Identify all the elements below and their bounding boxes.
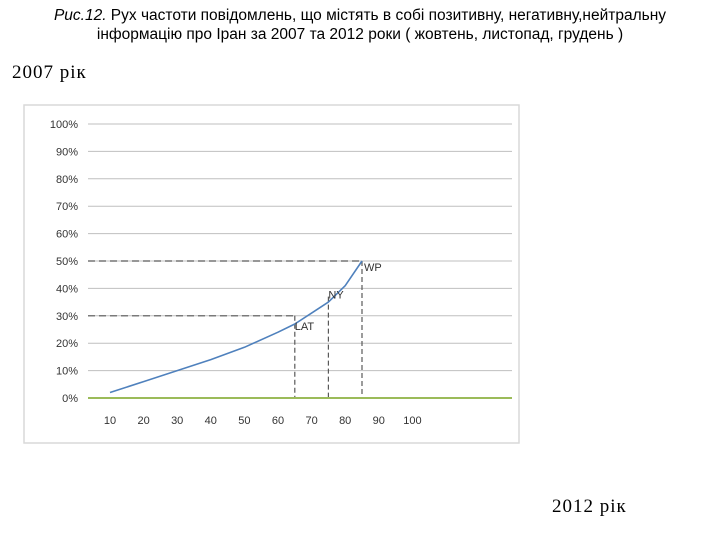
x-tick-label: 60: [272, 415, 284, 427]
x-tick-label: 50: [238, 415, 250, 427]
annotation-label-wp: WP: [364, 262, 382, 274]
annotations: LAT NY WP: [295, 262, 382, 333]
x-tick-label: 70: [305, 415, 317, 427]
x-tick-label: 10: [104, 415, 116, 427]
figure-caption: Рис.12. Рух частоти повідомлень, що міст…: [10, 6, 710, 44]
series-lines: [88, 260, 512, 399]
y-tick-label: 40%: [56, 283, 78, 295]
y-tick-label: 70%: [56, 201, 78, 213]
guide-lines: [88, 260, 363, 398]
x-tick-label: 100: [403, 415, 421, 427]
annotation-label-lat: LAT: [295, 321, 315, 333]
y-tick-label: 90%: [56, 146, 78, 158]
caption-text: Рух частоти повідомлень, що містять в со…: [96, 7, 667, 43]
x-tick-labels: 10 20 30 40 50 60 70 80 90 100: [104, 415, 422, 427]
y-tick-labels: 0% 10% 20% 30% 40% 50% 60% 70% 80% 90% 100%: [50, 119, 78, 405]
frequency-series-line: [109, 260, 363, 394]
chart-frame: [23, 104, 520, 444]
y-tick-label: 50%: [56, 256, 78, 268]
y-tick-label: 100%: [50, 119, 78, 131]
x-tick-label: 80: [339, 415, 351, 427]
year-2007-label: 2007 рік: [12, 62, 87, 83]
y-tick-label: 60%: [56, 229, 78, 241]
x-tick-label: 20: [137, 415, 149, 427]
y-tick-label: 0%: [62, 393, 78, 405]
y-tick-label: 10%: [56, 366, 78, 378]
year-2012-label: 2012 рік: [552, 496, 627, 517]
y-tick-label: 20%: [56, 338, 78, 350]
x-tick-label: 40: [205, 415, 217, 427]
annotation-label-ny: NY: [328, 290, 344, 302]
caption-prefix: Рис.12.: [53, 7, 107, 24]
y-tick-label: 30%: [56, 311, 78, 323]
y-tick-label: 80%: [56, 174, 78, 186]
x-tick-label: 30: [171, 415, 183, 427]
x-tick-label: 90: [373, 415, 385, 427]
